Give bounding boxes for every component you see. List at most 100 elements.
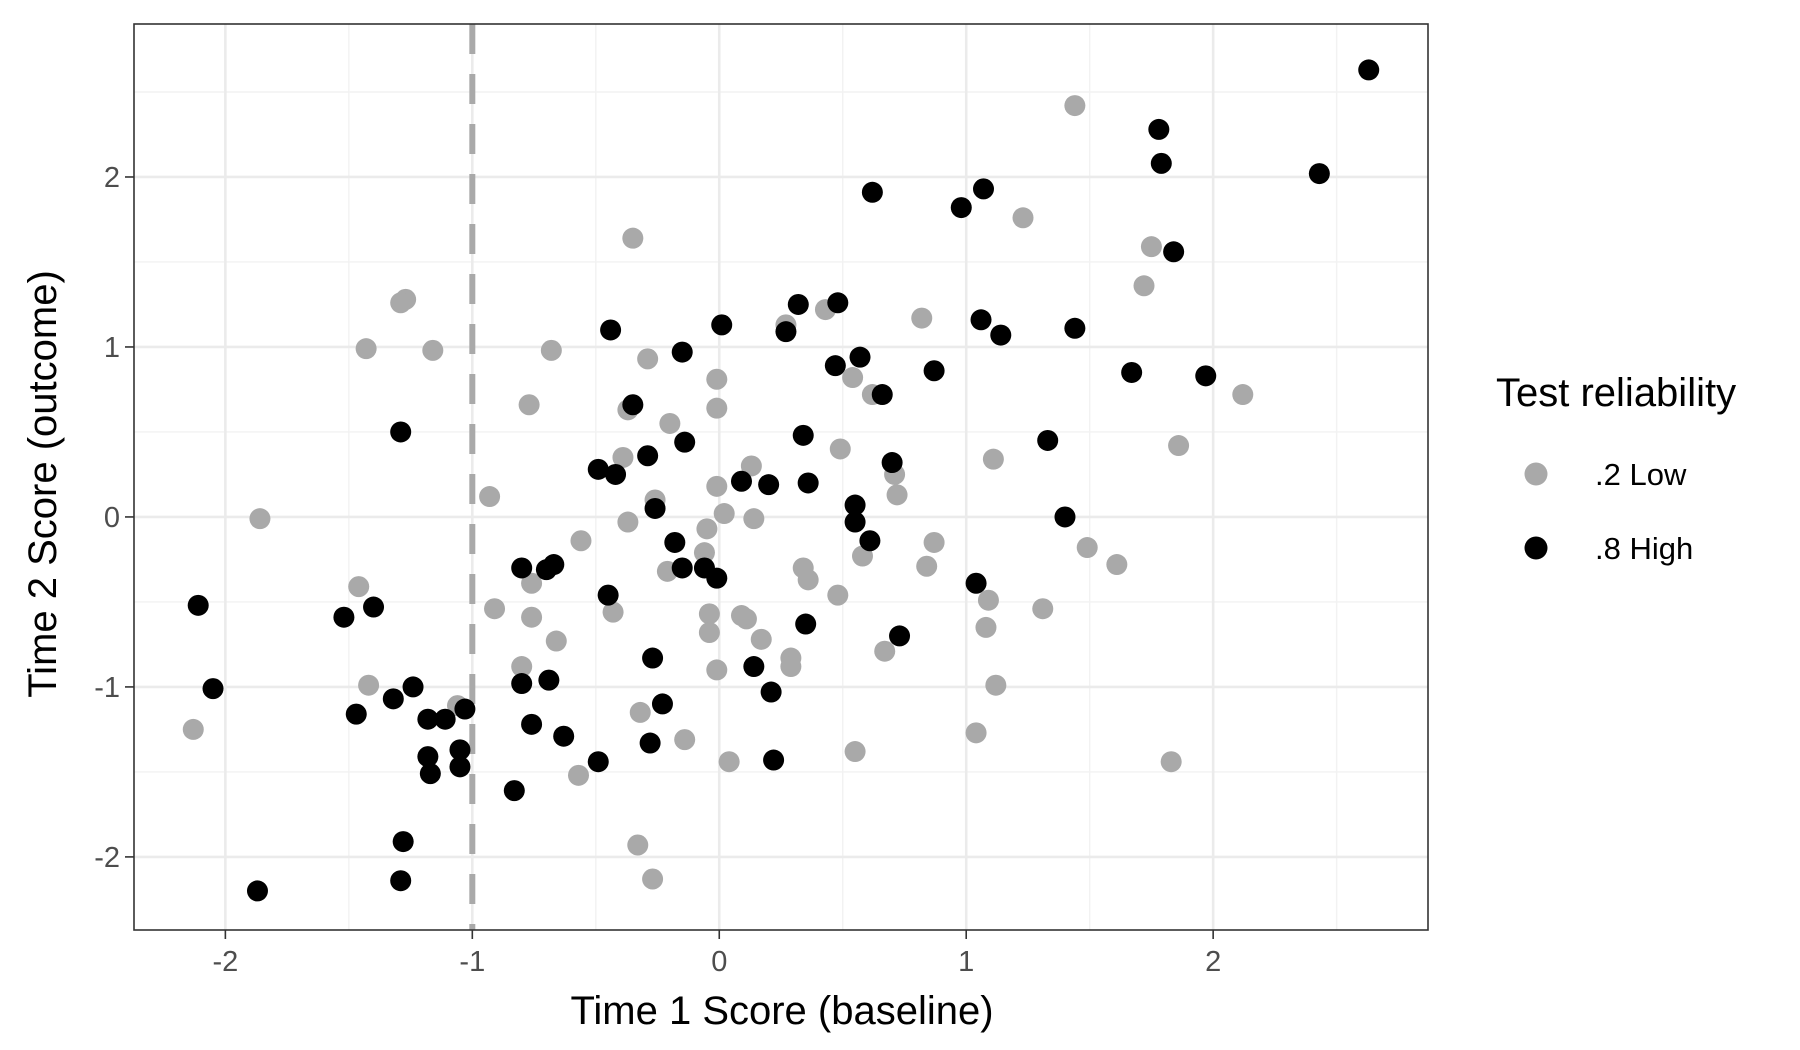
data-point	[711, 314, 733, 336]
legend-key	[1524, 462, 1548, 486]
data-point	[1054, 506, 1076, 528]
data-point	[390, 292, 412, 314]
data-point	[627, 834, 649, 856]
y-axis-title: Time 2 Score (outcome)	[21, 270, 65, 698]
data-point	[511, 557, 533, 579]
legend-key	[1524, 536, 1548, 560]
data-point	[972, 178, 994, 200]
data-point	[449, 756, 471, 778]
data-point	[1148, 118, 1170, 140]
data-point	[637, 348, 659, 370]
data-point	[348, 576, 370, 598]
data-point	[923, 360, 945, 382]
data-point	[587, 458, 609, 480]
data-point	[743, 656, 765, 678]
data-point	[390, 870, 412, 892]
data-point	[1064, 95, 1086, 117]
data-point	[874, 640, 896, 662]
data-point	[570, 530, 592, 552]
data-point	[202, 678, 224, 700]
data-point	[1160, 751, 1182, 773]
data-point	[538, 669, 560, 691]
data-point	[355, 338, 377, 360]
legend: Test reliability .2 Low .8 High	[1496, 371, 1736, 566]
data-point	[644, 497, 666, 519]
data-point	[965, 722, 987, 744]
data-point	[718, 751, 740, 773]
data-point	[844, 511, 866, 533]
data-point	[518, 394, 540, 416]
data-point	[824, 355, 846, 377]
data-point	[797, 472, 819, 494]
data-point	[1037, 429, 1059, 451]
data-point	[521, 606, 543, 628]
axis-tick-labels: -2 -1 0 1 2 -2 -1 0 1 2	[94, 162, 1221, 978]
data-point	[637, 445, 659, 467]
data-point	[706, 368, 728, 390]
plot-panel-border	[133, 23, 1429, 931]
data-point	[642, 647, 664, 669]
data-point	[674, 729, 696, 751]
data-point	[916, 555, 938, 577]
x-axis-title: Time 1 Score (baseline)	[570, 989, 993, 1033]
data-point	[792, 557, 814, 579]
data-point	[545, 630, 567, 652]
legend-label: .2 Low	[1595, 457, 1687, 492]
data-point	[1195, 365, 1217, 387]
data-point	[390, 421, 412, 443]
series-high	[187, 59, 1380, 902]
data-point	[1121, 361, 1143, 383]
data-point	[182, 718, 204, 740]
y-tick-label: 2	[104, 162, 120, 194]
data-point	[382, 688, 404, 710]
data-point	[417, 708, 439, 730]
data-point	[363, 596, 385, 618]
data-point	[187, 594, 209, 616]
data-point	[1032, 598, 1054, 620]
data-point	[975, 616, 997, 638]
data-point	[871, 384, 893, 406]
data-point	[1150, 152, 1172, 174]
data-point	[402, 676, 424, 698]
data-point	[730, 605, 752, 627]
data-point	[861, 181, 883, 203]
data-point	[881, 452, 903, 474]
x-tick-label: 2	[1205, 946, 1221, 978]
data-points	[182, 59, 1380, 902]
data-point	[706, 567, 728, 589]
data-point	[651, 693, 673, 715]
data-point	[889, 625, 911, 647]
x-tick-label: 1	[958, 946, 974, 978]
data-point	[617, 511, 639, 533]
data-point	[758, 474, 780, 496]
data-point	[923, 531, 945, 553]
data-point	[479, 486, 501, 508]
data-point	[511, 656, 533, 678]
data-point	[750, 628, 772, 650]
data-point	[434, 708, 456, 730]
data-point	[521, 713, 543, 735]
data-point	[693, 542, 715, 564]
data-point	[1232, 384, 1254, 406]
data-point	[449, 739, 471, 761]
data-point	[417, 746, 439, 768]
data-point	[859, 530, 881, 552]
data-point	[985, 674, 1007, 696]
data-point	[568, 764, 590, 786]
data-point	[1358, 59, 1380, 81]
data-point	[622, 394, 644, 416]
axis-ticks	[125, 176, 1214, 939]
data-point	[639, 732, 661, 754]
data-point	[743, 508, 765, 530]
data-point	[659, 412, 681, 434]
data-point	[249, 508, 271, 530]
data-point	[484, 598, 506, 620]
y-tick-label: -1	[94, 672, 120, 704]
data-point	[827, 584, 849, 606]
data-point	[844, 741, 866, 763]
data-point	[1133, 275, 1155, 297]
data-point	[671, 557, 693, 579]
data-point	[698, 622, 720, 644]
